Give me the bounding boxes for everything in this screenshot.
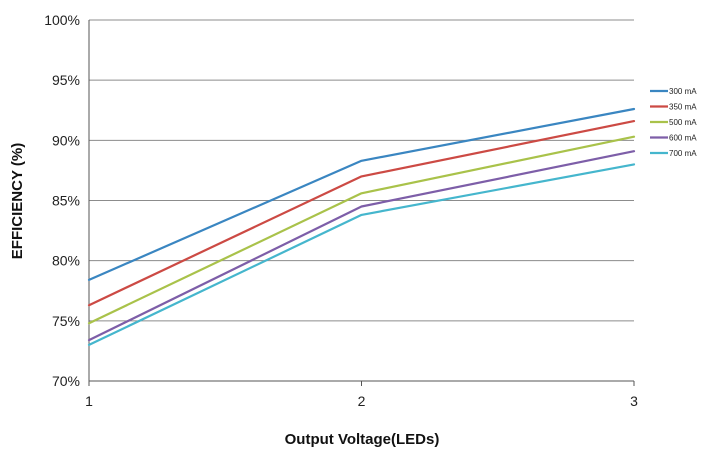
y-tick-label: 80% (52, 253, 80, 269)
gridlines (89, 20, 634, 321)
y-tick-label: 75% (52, 313, 80, 329)
y-tick-label: 70% (52, 373, 80, 389)
legend: 300 mA 350 mA 500 mA 600 mA 700 mA (650, 87, 697, 158)
legend-label-600ma: 600 mA (669, 134, 697, 143)
axes (89, 20, 634, 386)
x-tick-labels: 1 2 3 (85, 393, 638, 409)
x-tick-label: 2 (358, 393, 366, 409)
series-line-700ma (89, 164, 634, 345)
legend-label-350ma: 350 mA (669, 103, 697, 112)
y-tick-label: 95% (52, 72, 80, 88)
legend-label-700ma: 700 mA (669, 149, 697, 158)
y-axis-title: EFFICIENCY (%) (9, 143, 26, 259)
x-axis-title: Output Voltage(LEDs) (285, 431, 440, 448)
series-lines (89, 109, 634, 345)
x-tick-label: 1 (85, 393, 93, 409)
y-tick-label: 85% (52, 193, 80, 209)
series-line-500ma (89, 137, 634, 324)
series-line-350ma (89, 121, 634, 305)
legend-label-300ma: 300 mA (669, 87, 697, 96)
legend-label-500ma: 500 mA (669, 118, 697, 127)
y-tick-labels: 70% 75% 80% 85% 90% 95% 100% (44, 12, 80, 389)
x-tick-label: 3 (630, 393, 638, 409)
y-tick-label: 90% (52, 132, 80, 148)
y-tick-label: 100% (44, 12, 80, 28)
